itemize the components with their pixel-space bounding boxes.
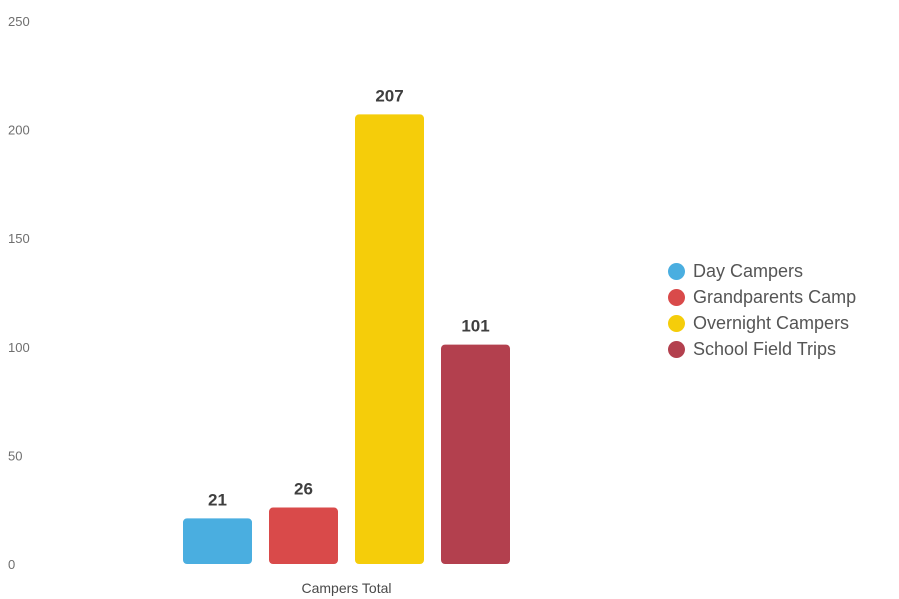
y-tick-label: 250 (8, 14, 30, 29)
legend-label: School Field Trips (693, 338, 837, 359)
data-label: 21 (208, 490, 227, 509)
legend: Day Campers Grandparents Camp Overnight Ca… (668, 258, 893, 362)
bar-day-campers (183, 518, 252, 564)
legend-label: Grandparents Camp (693, 286, 857, 307)
y-tick-label: 200 (8, 123, 30, 138)
bar-school-field-trips (441, 344, 510, 564)
y-tick-label: 50 (8, 448, 22, 463)
y-tick-label: 0 (8, 557, 15, 572)
legend-swatch (668, 340, 685, 358)
legend-item: Grandparents Camp (668, 284, 893, 310)
legend-item: School Field Trips (668, 336, 893, 362)
legend-swatch (668, 262, 685, 280)
bar-overnight-campers (355, 114, 424, 565)
legend-item: Day Campers (668, 258, 893, 284)
y-tick-label: 150 (8, 231, 30, 246)
legend-label: Day Campers (693, 260, 804, 281)
x-category-label: Campers Total (301, 580, 391, 596)
data-labels: 21 26 207 101 (208, 86, 490, 509)
legend-item: Overnight Campers (668, 310, 893, 336)
y-axis: 0 50 100 150 200 250 (8, 14, 30, 572)
legend-label: Overnight Campers (693, 312, 850, 333)
data-label: 26 (294, 480, 313, 499)
bar-grandparents-camp (269, 507, 338, 564)
y-tick-label: 100 (8, 340, 30, 355)
x-axis: Campers Total (301, 580, 391, 596)
bars (183, 114, 510, 565)
legend-swatch (668, 314, 685, 332)
legend-swatch (668, 288, 685, 306)
data-label: 101 (461, 317, 489, 336)
data-label: 207 (375, 86, 403, 105)
